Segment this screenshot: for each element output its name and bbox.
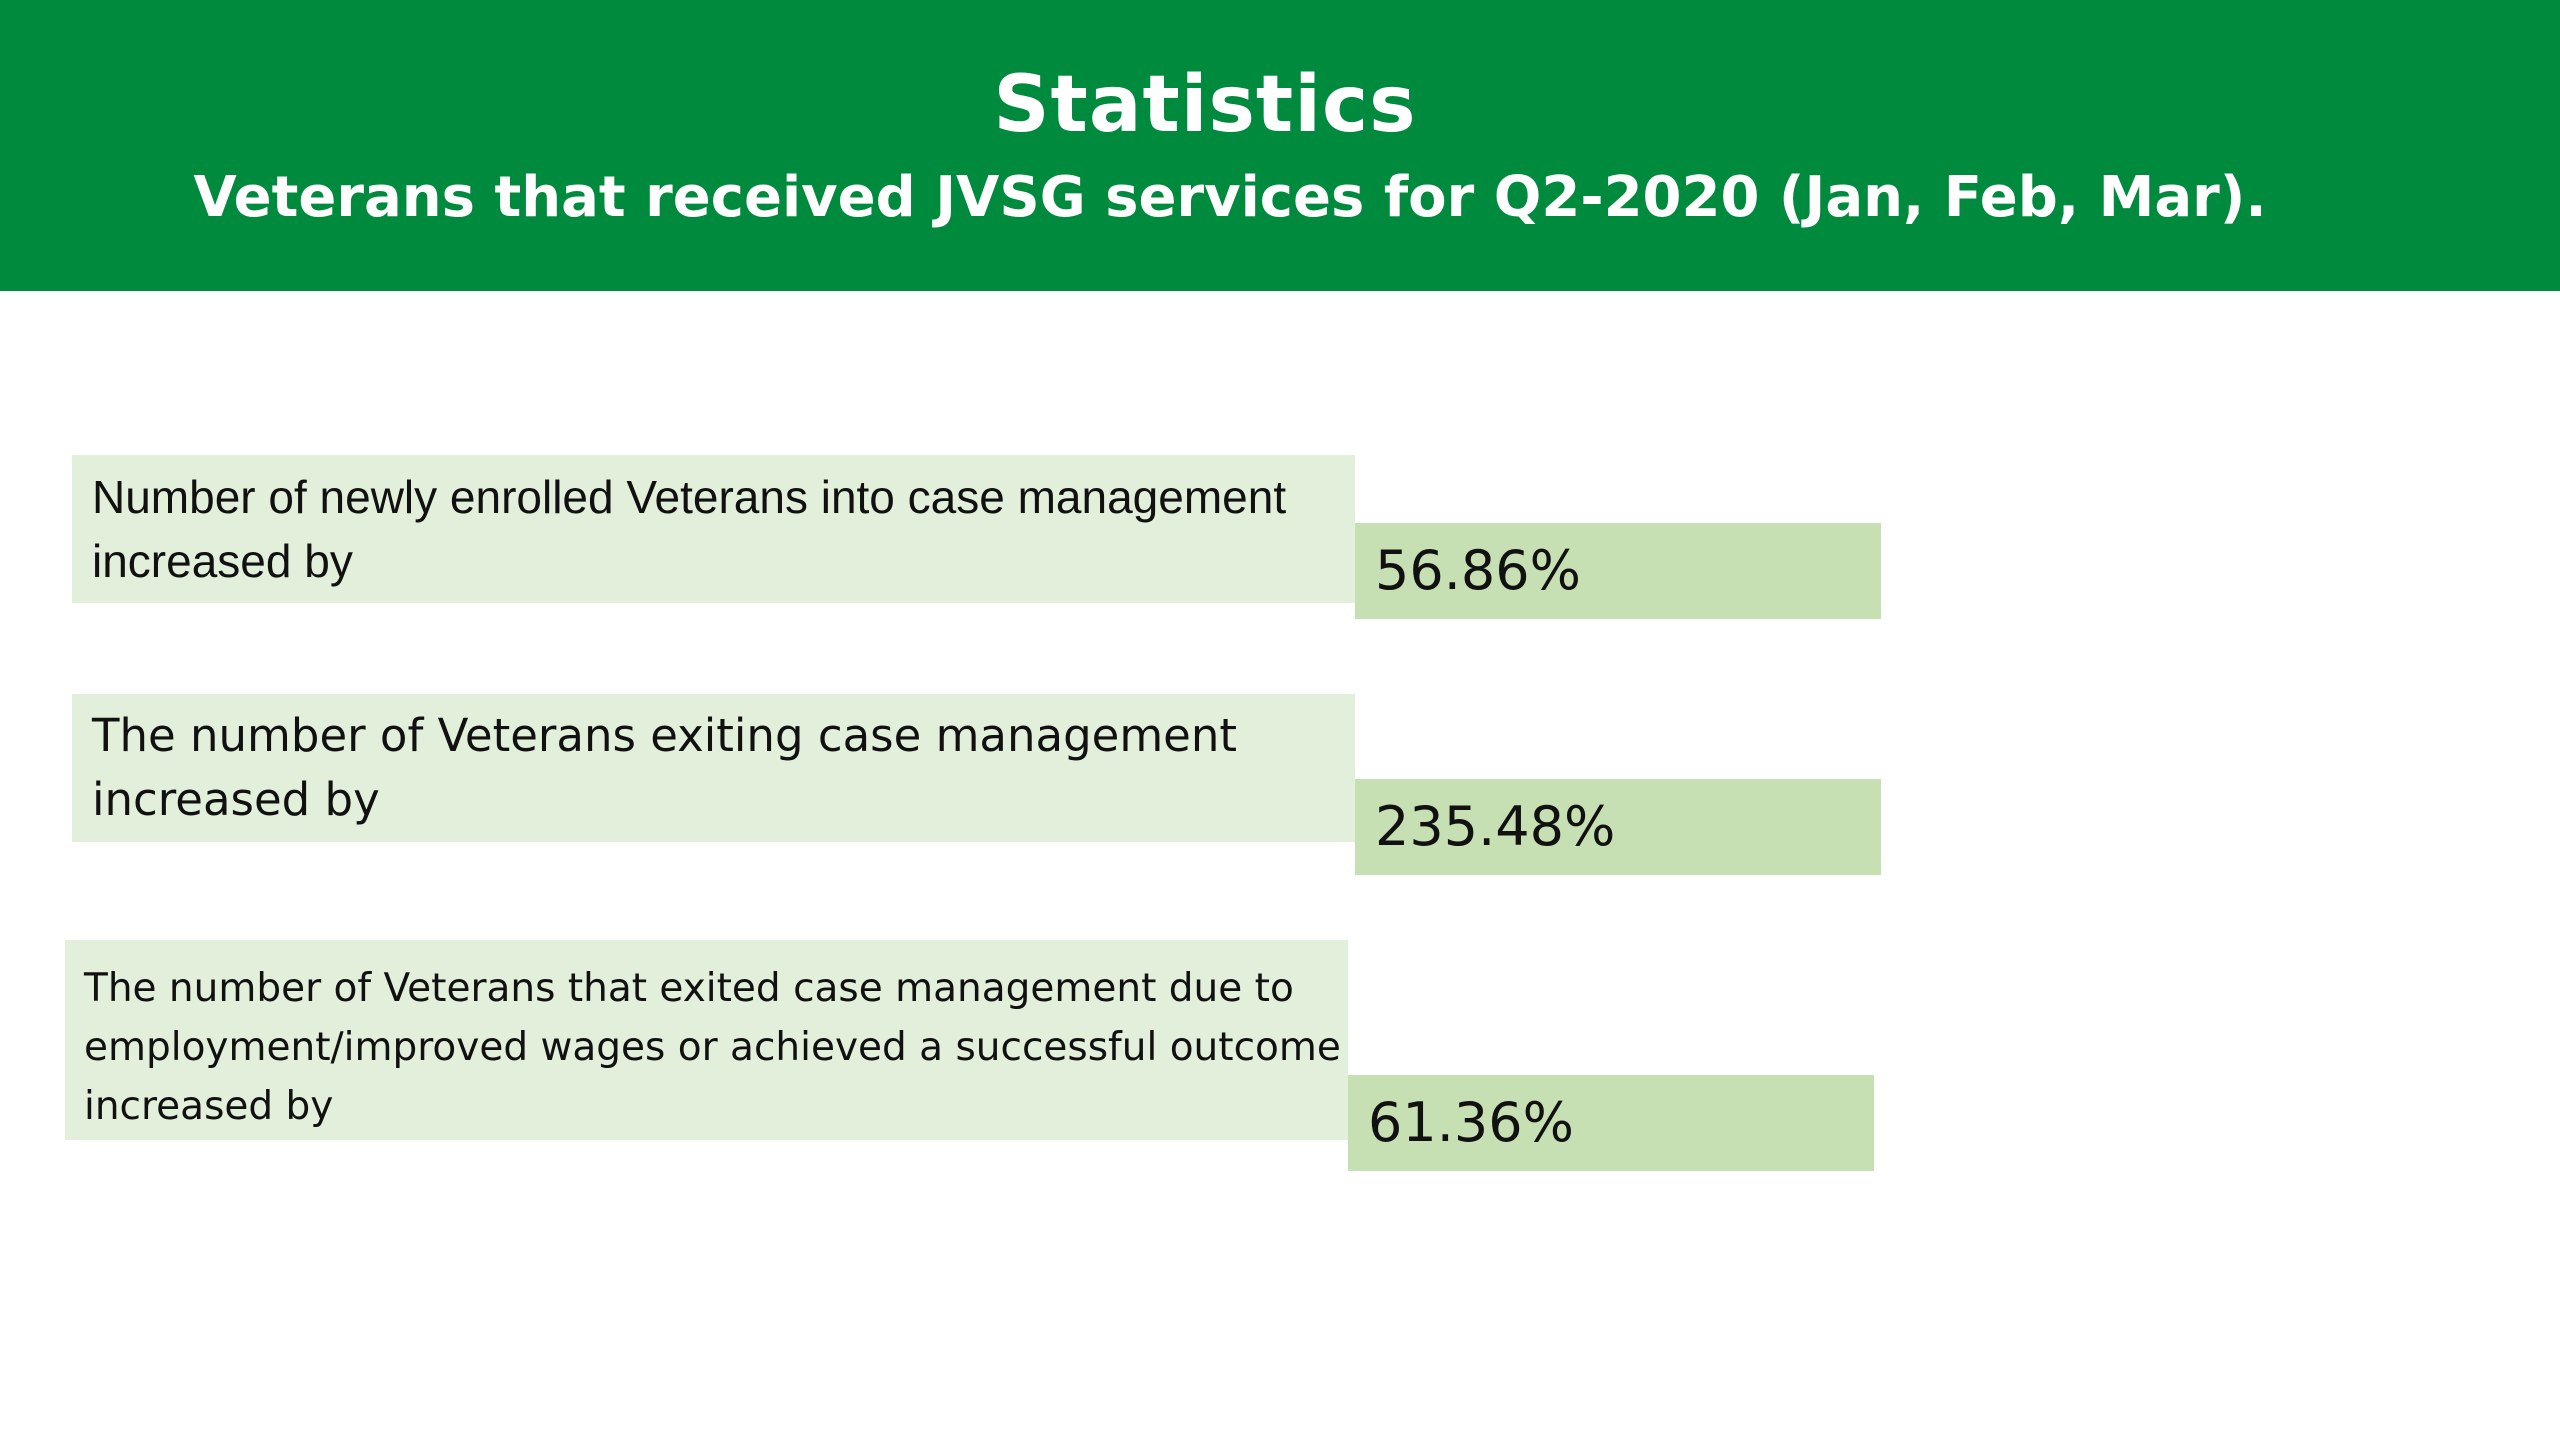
stat-value-new-enrollments: 56.86%	[1355, 523, 1881, 619]
stat-value-exits: 235.48%	[1355, 779, 1881, 875]
page-subtitle: Veterans that received JVSG services for…	[193, 165, 2267, 230]
stat-value-successful-outcomes: 61.36%	[1348, 1075, 1874, 1171]
stat-label-exits: The number of Veterans exiting case mana…	[72, 694, 1355, 842]
header-banner: Statistics Veterans that received JVSG s…	[0, 0, 2560, 291]
stat-label-successful-outcomes: The number of Veterans that exited case …	[65, 940, 1348, 1140]
page-title: Statistics	[993, 60, 1417, 150]
stat-label-new-enrollments: Number of newly enrolled Veterans into c…	[72, 455, 1355, 603]
